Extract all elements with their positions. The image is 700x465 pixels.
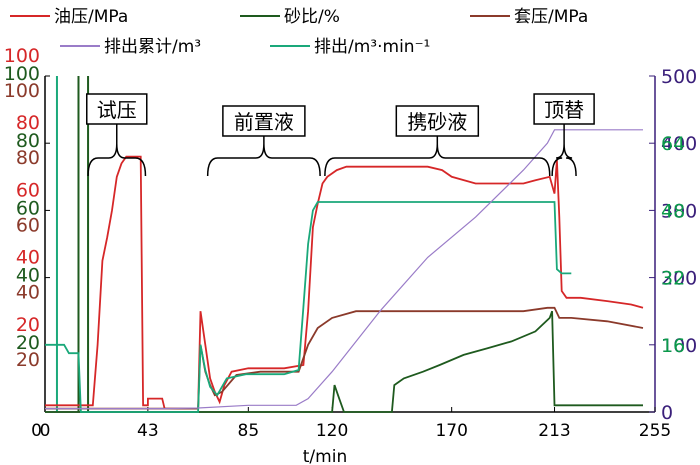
legend-label: 排出累计/m³ bbox=[104, 37, 201, 57]
x-axis-label: t/min bbox=[303, 447, 347, 465]
left-tick-label: 80 bbox=[16, 130, 40, 152]
legend-label: 油压/MPa bbox=[54, 7, 128, 27]
annotation-brace bbox=[206, 143, 321, 177]
right-tick-label: 400 bbox=[661, 133, 697, 155]
right-tick-label: 100 bbox=[661, 335, 697, 357]
x-zero-label: 0 bbox=[31, 421, 42, 441]
right-tick-label: 300 bbox=[661, 200, 697, 222]
left-tick-label: 60 bbox=[16, 214, 40, 236]
legend-label: 砂比/% bbox=[284, 7, 340, 27]
right-tick-label: 0 bbox=[661, 402, 673, 424]
right2-tick-label: 64 bbox=[661, 133, 685, 155]
right2-tick-label: 16 bbox=[661, 335, 685, 357]
left-tick-label: 40 bbox=[16, 265, 40, 287]
annotation-label: 携砂液 bbox=[407, 110, 467, 134]
right-tick-label: 500 bbox=[661, 66, 697, 88]
left-tick-label: 40 bbox=[16, 247, 40, 269]
annotation-label: 顶替 bbox=[544, 98, 584, 122]
series-line bbox=[45, 155, 644, 410]
annotation-brace bbox=[324, 143, 551, 177]
x-tick-label: 43 bbox=[137, 421, 159, 441]
annotation-label: 前置液 bbox=[234, 110, 294, 134]
x-tick-label: 255 bbox=[639, 421, 671, 441]
x-tick-label: 120 bbox=[316, 421, 348, 441]
annotation-label: 试压 bbox=[97, 98, 137, 122]
left-tick-label: 100 bbox=[4, 45, 40, 67]
left-tick-label: 20 bbox=[16, 349, 40, 371]
right2-tick-label: 32 bbox=[661, 268, 685, 290]
annotation-box bbox=[533, 93, 595, 125]
annotation-box bbox=[222, 105, 306, 137]
legend-label: 套压/MPa bbox=[514, 7, 588, 27]
annotation-brace bbox=[87, 143, 147, 177]
x-tick-label: 213 bbox=[538, 421, 570, 441]
left-tick-label: 80 bbox=[16, 147, 40, 169]
x-tick-label: 85 bbox=[238, 421, 260, 441]
left-tick-label: 20 bbox=[16, 332, 40, 354]
legend-label: 排出/m³·min⁻¹ bbox=[314, 37, 430, 57]
annotation-box bbox=[395, 105, 480, 137]
right2-tick-label: 48 bbox=[661, 200, 685, 222]
series-line bbox=[45, 129, 643, 410]
left-tick-label: 100 bbox=[4, 63, 40, 85]
x-tick-label: 170 bbox=[435, 421, 467, 441]
left-tick-label: 20 bbox=[16, 314, 40, 336]
left-tick-label: 60 bbox=[16, 179, 40, 201]
annotation-box bbox=[86, 93, 148, 125]
right-tick-label: 200 bbox=[661, 268, 697, 290]
left-tick-label: 60 bbox=[16, 197, 40, 219]
left-tick-label: 100 bbox=[4, 80, 40, 102]
left-tick-label: 40 bbox=[16, 282, 40, 304]
left-tick-label: 80 bbox=[16, 112, 40, 134]
series-line bbox=[45, 201, 572, 413]
x-tick-label: 0 bbox=[40, 421, 51, 441]
series-line bbox=[45, 310, 643, 413]
